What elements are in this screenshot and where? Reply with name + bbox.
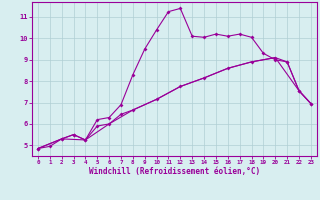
X-axis label: Windchill (Refroidissement éolien,°C): Windchill (Refroidissement éolien,°C) xyxy=(89,167,260,176)
